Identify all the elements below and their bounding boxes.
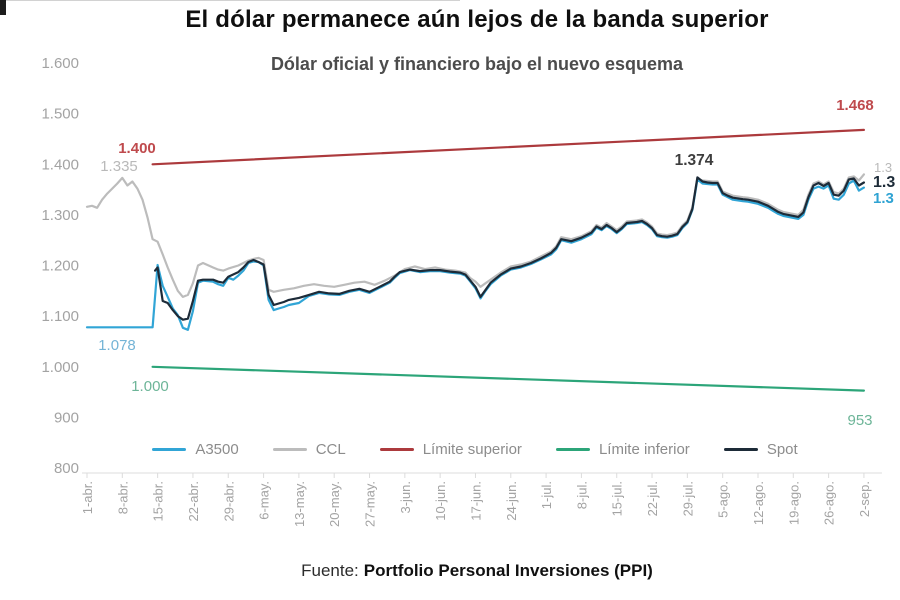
legend-swatch-ccl <box>272 448 307 451</box>
x-tick-label: 8-abr. <box>115 481 130 514</box>
legend-swatch-limite-inferior <box>555 448 590 451</box>
y-tick-label: 1.500 <box>41 106 79 123</box>
chart-legend: A3500 CCL Límite superior Límite inferior Sp… <box>70 441 880 458</box>
y-tick-label: 1.000 <box>41 359 79 376</box>
source-name: Portfolio Personal Inversiones (PPI) <box>363 561 653 580</box>
legend-label: A3500 <box>195 441 239 458</box>
x-tick-label: 6-may. <box>257 481 272 520</box>
annotation-1-000: 1.000 <box>131 378 169 395</box>
x-tick-label: 19-ago. <box>786 481 801 525</box>
legend-label: Spot <box>766 441 798 458</box>
y-tick-label: 1.200 <box>41 258 79 275</box>
x-tick-label: 15-jul. <box>610 481 625 516</box>
page-title: El dólar permanece aún lejos de la banda… <box>185 6 769 33</box>
page-subtitle: Dólar oficial y financiero bajo el nuevo… <box>270 54 684 74</box>
y-tick-label: 1.400 <box>41 156 79 173</box>
annotation-1-468: 1.468 <box>836 97 874 114</box>
series-line-a3500 <box>85 178 866 331</box>
series-line-limite-superior <box>151 128 866 166</box>
annotation-1-3: 1.3 <box>873 190 894 207</box>
annotation-1-3: 1.3 <box>873 174 895 191</box>
legend-swatch-spot <box>723 448 758 451</box>
x-tick-label: 29-abr. <box>221 481 236 521</box>
line-chart: 1-abr. 8-abr. 15-abr. 22-abr. 29-abr. 6-may. 1… <box>41 55 895 527</box>
x-tick-label: 29-jul. <box>680 481 695 516</box>
x-tick-label: 10-jun. <box>433 481 448 521</box>
x-tick-label: 17-jun. <box>468 481 483 521</box>
annotation-1-335: 1.335 <box>100 158 138 175</box>
screen-edge-artifact <box>0 0 460 1</box>
annotation-1-400: 1.400 <box>118 140 156 157</box>
series-line-ccl <box>85 173 866 298</box>
x-tick-label: 26-ago. <box>822 481 837 525</box>
legend-swatch-limite-superior <box>379 448 414 451</box>
screen-corner-artifact <box>0 0 6 15</box>
series-line-limite-inferior <box>151 365 866 392</box>
legend-label: Límite superior <box>422 441 522 458</box>
annotation-1-078: 1.078 <box>98 337 136 354</box>
x-tick-label: 3-jun. <box>398 481 413 514</box>
legend-item-ccl: CCL <box>272 441 346 458</box>
x-tick-label: 1-abr. <box>80 481 95 514</box>
x-tick-label: 15-abr. <box>151 481 166 521</box>
x-tick-label: 13-may. <box>292 481 307 527</box>
x-tick-label: 8-jul. <box>574 481 589 509</box>
legend-item-a3500: A3500 <box>152 441 239 458</box>
annotation-1-3: 1.3 <box>874 160 892 175</box>
x-tick-label: 12-ago. <box>751 481 766 525</box>
x-tick-label: 20-may. <box>327 481 342 527</box>
y-tick-label: 800 <box>54 460 79 477</box>
x-tick-label: 24-jun. <box>504 481 519 521</box>
annotation-1-374: 1.374 <box>675 152 714 169</box>
series-line-spot <box>154 176 866 321</box>
y-tick-label: 1.300 <box>41 207 79 224</box>
x-tick-label: 22-abr. <box>186 481 201 521</box>
legend-label: CCL <box>315 441 346 458</box>
legend-item-limite-superior: Límite superior <box>379 441 522 458</box>
x-tick-label: 2-sep. <box>857 481 872 517</box>
legend-label: Límite inferior <box>598 441 690 458</box>
y-tick-label: 900 <box>54 409 79 426</box>
legend-item-spot: Spot <box>723 441 798 458</box>
legend-swatch-a3500 <box>152 448 187 451</box>
annotation-953: 953 <box>847 412 872 429</box>
y-tick-label: 1.100 <box>41 308 79 325</box>
y-tick-label: 1.600 <box>41 55 79 72</box>
x-tick-label: 27-may. <box>363 481 378 527</box>
source-prefix: Fuente: <box>301 561 359 580</box>
source-note: Fuente: Portfolio Personal Inversiones (P… <box>54 561 900 581</box>
x-tick-label: 5-ago. <box>716 481 731 518</box>
legend-item-limite-inferior: Límite inferior <box>555 441 690 458</box>
x-tick-label: 1-jul. <box>539 481 554 509</box>
x-tick-label: 22-jul. <box>645 481 660 516</box>
